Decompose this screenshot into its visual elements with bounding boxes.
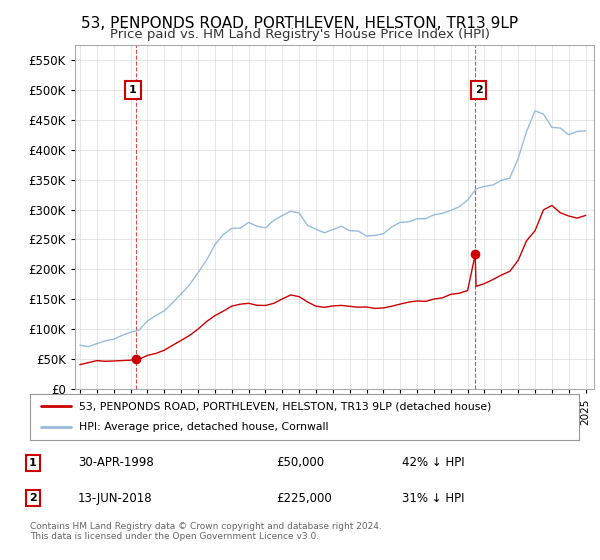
Text: 2: 2: [475, 85, 482, 95]
Text: 2: 2: [29, 493, 37, 503]
Text: 53, PENPONDS ROAD, PORTHLEVEN, HELSTON, TR13 9LP: 53, PENPONDS ROAD, PORTHLEVEN, HELSTON, …: [82, 16, 518, 31]
Text: 13-JUN-2018: 13-JUN-2018: [78, 492, 152, 505]
Text: Price paid vs. HM Land Registry's House Price Index (HPI): Price paid vs. HM Land Registry's House …: [110, 28, 490, 41]
Text: 53, PENPONDS ROAD, PORTHLEVEN, HELSTON, TR13 9LP (detached house): 53, PENPONDS ROAD, PORTHLEVEN, HELSTON, …: [79, 401, 492, 411]
Text: Contains HM Land Registry data © Crown copyright and database right 2024.
This d: Contains HM Land Registry data © Crown c…: [30, 522, 382, 542]
Text: 30-APR-1998: 30-APR-1998: [78, 456, 154, 469]
Text: 31% ↓ HPI: 31% ↓ HPI: [402, 492, 464, 505]
Text: HPI: Average price, detached house, Cornwall: HPI: Average price, detached house, Corn…: [79, 422, 329, 432]
Text: 1: 1: [29, 458, 37, 468]
Text: 42% ↓ HPI: 42% ↓ HPI: [402, 456, 464, 469]
Text: £225,000: £225,000: [276, 492, 332, 505]
Text: £50,000: £50,000: [276, 456, 324, 469]
Text: 1: 1: [129, 85, 137, 95]
